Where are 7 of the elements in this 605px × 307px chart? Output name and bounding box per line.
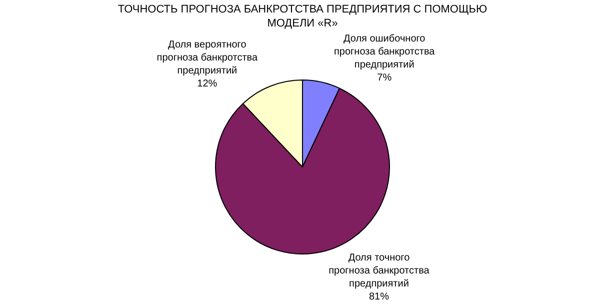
data-label: 12% <box>197 78 218 90</box>
data-label: 7% <box>377 72 392 84</box>
slice-label: Доля ошибочного прогноза банкротства предприятий <box>334 33 436 70</box>
slice-label: Доля вероятного прогноза банкротства предприятий <box>156 39 258 76</box>
chart-title: ТОЧНОСТЬ ПРОГНОЗА БАНКРОТСТВА ПРЕДПРИЯТИЯ С ПОМОЩЬЮ МОДЕЛИ «R» <box>118 3 488 30</box>
slice-label: Доля точного прогноза банкротства предприятий <box>328 252 430 290</box>
data-label: 81% <box>368 291 390 302</box>
